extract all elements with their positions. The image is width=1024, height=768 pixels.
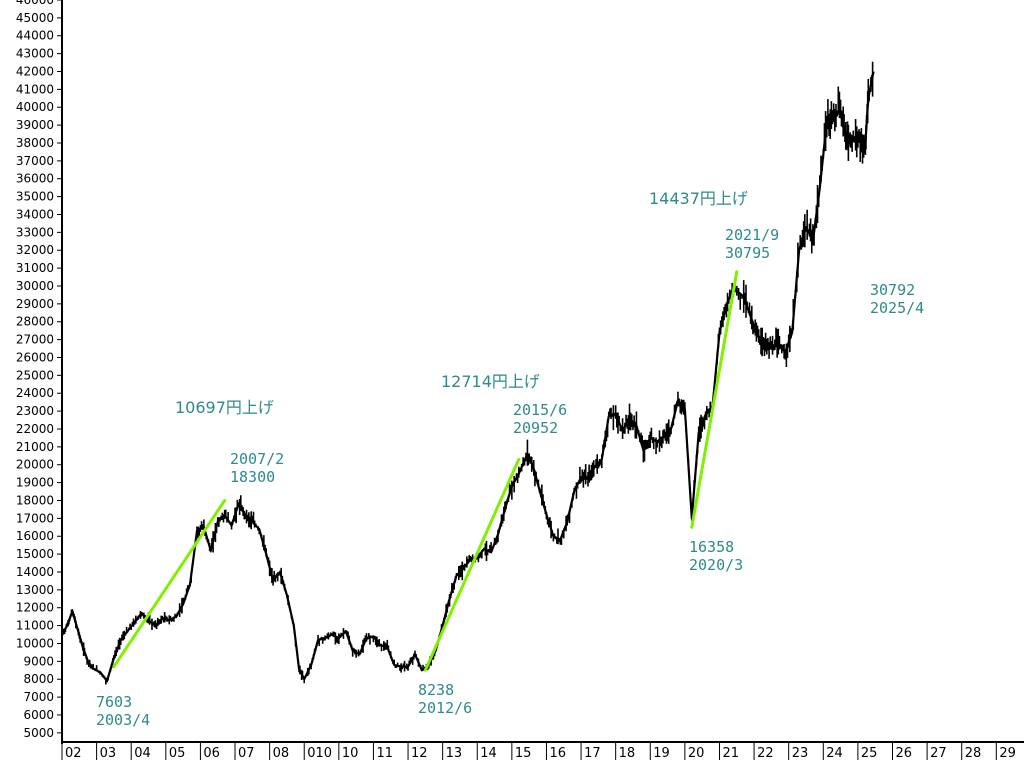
- y-tick-label: 6000: [23, 708, 54, 722]
- trend-line: [112, 498, 227, 669]
- x-tick-label: 12: [411, 746, 428, 761]
- y-tick-label: 22000: [16, 422, 54, 436]
- x-tick-label: 26: [896, 746, 913, 761]
- y-tick-label: 33000: [16, 225, 54, 239]
- y-tick-label: 13000: [16, 583, 54, 597]
- x-tick-label: 06: [203, 746, 220, 761]
- annotation-label: 10697円上げ: [175, 398, 274, 417]
- y-tick-label: 37000: [16, 154, 54, 168]
- x-tick-label: 14: [480, 746, 497, 761]
- y-tick-label: 26000: [16, 350, 54, 364]
- x-tick-label: 25: [861, 746, 878, 761]
- annotation-label: 2020/3: [689, 556, 743, 574]
- x-tick-label: 29: [999, 746, 1016, 761]
- y-tick-label: 14000: [16, 565, 54, 579]
- y-tick-label: 5000: [23, 726, 54, 740]
- annotation-label: 18300: [230, 468, 275, 486]
- y-tick-label: 23000: [16, 404, 54, 418]
- y-tick-label: 7000: [23, 690, 54, 704]
- x-tick-label: 17: [584, 746, 601, 761]
- y-tick-label: 10000: [16, 636, 54, 650]
- annotation-label: 2021/9: [725, 226, 779, 244]
- x-tick-label: 05: [169, 746, 186, 761]
- y-tick-label: 38000: [16, 136, 54, 150]
- y-tick-label: 27000: [16, 333, 54, 347]
- x-tick-label: 27: [930, 746, 947, 761]
- annotation-label: 12714円上げ: [441, 372, 540, 391]
- x-tick-label: 08: [273, 746, 290, 761]
- annotation-label: 14437円上げ: [649, 189, 748, 208]
- y-tick-label: 15000: [16, 547, 54, 561]
- y-tick-label: 24000: [16, 386, 54, 400]
- x-tick-label: 13: [446, 746, 463, 761]
- x-tick-label: 010: [307, 746, 332, 761]
- y-tick-label: 42000: [16, 64, 54, 78]
- x-axis: 02 03 04 05 06 07 08 010 10 11 12 13 14 15 16 17 18 19 20 2…: [61, 741, 1024, 761]
- x-tick-label: 10: [342, 746, 359, 761]
- y-tick-label: 18000: [16, 493, 54, 507]
- annotation-label: 2025/4: [870, 299, 924, 317]
- trend-lines: [112, 270, 739, 672]
- y-tick-label: 9000: [23, 654, 54, 668]
- annotation-label: 8238: [418, 681, 454, 699]
- y-tick-label: 40000: [16, 100, 54, 114]
- y-tick-label: 29000: [16, 297, 54, 311]
- y-tick-label: 43000: [16, 47, 54, 61]
- price-series: [61, 61, 875, 685]
- y-axis: 5000 6000 7000 8000 9000 10000 11000 12000 13000…: [16, 0, 63, 744]
- x-tick-label: 11: [376, 746, 393, 761]
- annotation-label: 2007/2: [230, 450, 284, 468]
- y-tick-label: 44000: [16, 29, 54, 43]
- y-tick-label: 31000: [16, 261, 54, 275]
- x-tick-label: 28: [965, 746, 982, 761]
- y-tick-label: 30000: [16, 279, 54, 293]
- x-tick-label: 15: [515, 746, 532, 761]
- y-tick-label: 21000: [16, 440, 54, 454]
- trend-line: [690, 270, 739, 529]
- annotation-label: 30795: [725, 244, 770, 262]
- annotation-label: 2003/4: [96, 711, 150, 729]
- annotation-label: 16358: [689, 538, 734, 556]
- x-tick-label: 04: [134, 746, 151, 761]
- annotation-label: 2012/6: [418, 699, 472, 717]
- x-tick-label: 02: [65, 746, 82, 761]
- y-tick-label: 28000: [16, 315, 54, 329]
- y-tick-label: 39000: [16, 118, 54, 132]
- y-tick-label: 11000: [16, 619, 54, 633]
- y-tick-label: 45000: [16, 11, 54, 25]
- y-tick-label: 46000: [16, 0, 54, 7]
- x-tick-label: 23: [792, 746, 809, 761]
- y-tick-label: 20000: [16, 458, 54, 472]
- y-tick-label: 32000: [16, 243, 54, 257]
- x-tick-label: 22: [757, 746, 774, 761]
- y-tick-label: 16000: [16, 529, 54, 543]
- y-tick-label: 17000: [16, 511, 54, 525]
- y-tick-label: 41000: [16, 82, 54, 96]
- annotation-label: 7603: [96, 693, 132, 711]
- y-tick-label: 8000: [23, 672, 54, 686]
- x-tick-label: 03: [100, 746, 117, 761]
- annotation-label: 30792: [870, 281, 915, 299]
- y-tick-label: 36000: [16, 172, 54, 186]
- y-tick-label: 25000: [16, 368, 54, 382]
- x-tick-label: 07: [238, 746, 255, 761]
- y-tick-label: 34000: [16, 207, 54, 221]
- x-tick-label: 16: [549, 746, 566, 761]
- y-tick-label: 12000: [16, 601, 54, 615]
- y-tick-label: 35000: [16, 190, 54, 204]
- x-tick-label: 18: [619, 746, 636, 761]
- trend-line: [423, 457, 521, 672]
- y-tick-label: 19000: [16, 476, 54, 490]
- x-tick-label: 24: [826, 746, 843, 761]
- x-tick-label: 20: [688, 746, 705, 761]
- annotation-label: 20952: [513, 419, 558, 437]
- x-tick-label: 21: [722, 746, 739, 761]
- x-tick-label: 19: [653, 746, 670, 761]
- annotation-label: 2015/6: [513, 401, 567, 419]
